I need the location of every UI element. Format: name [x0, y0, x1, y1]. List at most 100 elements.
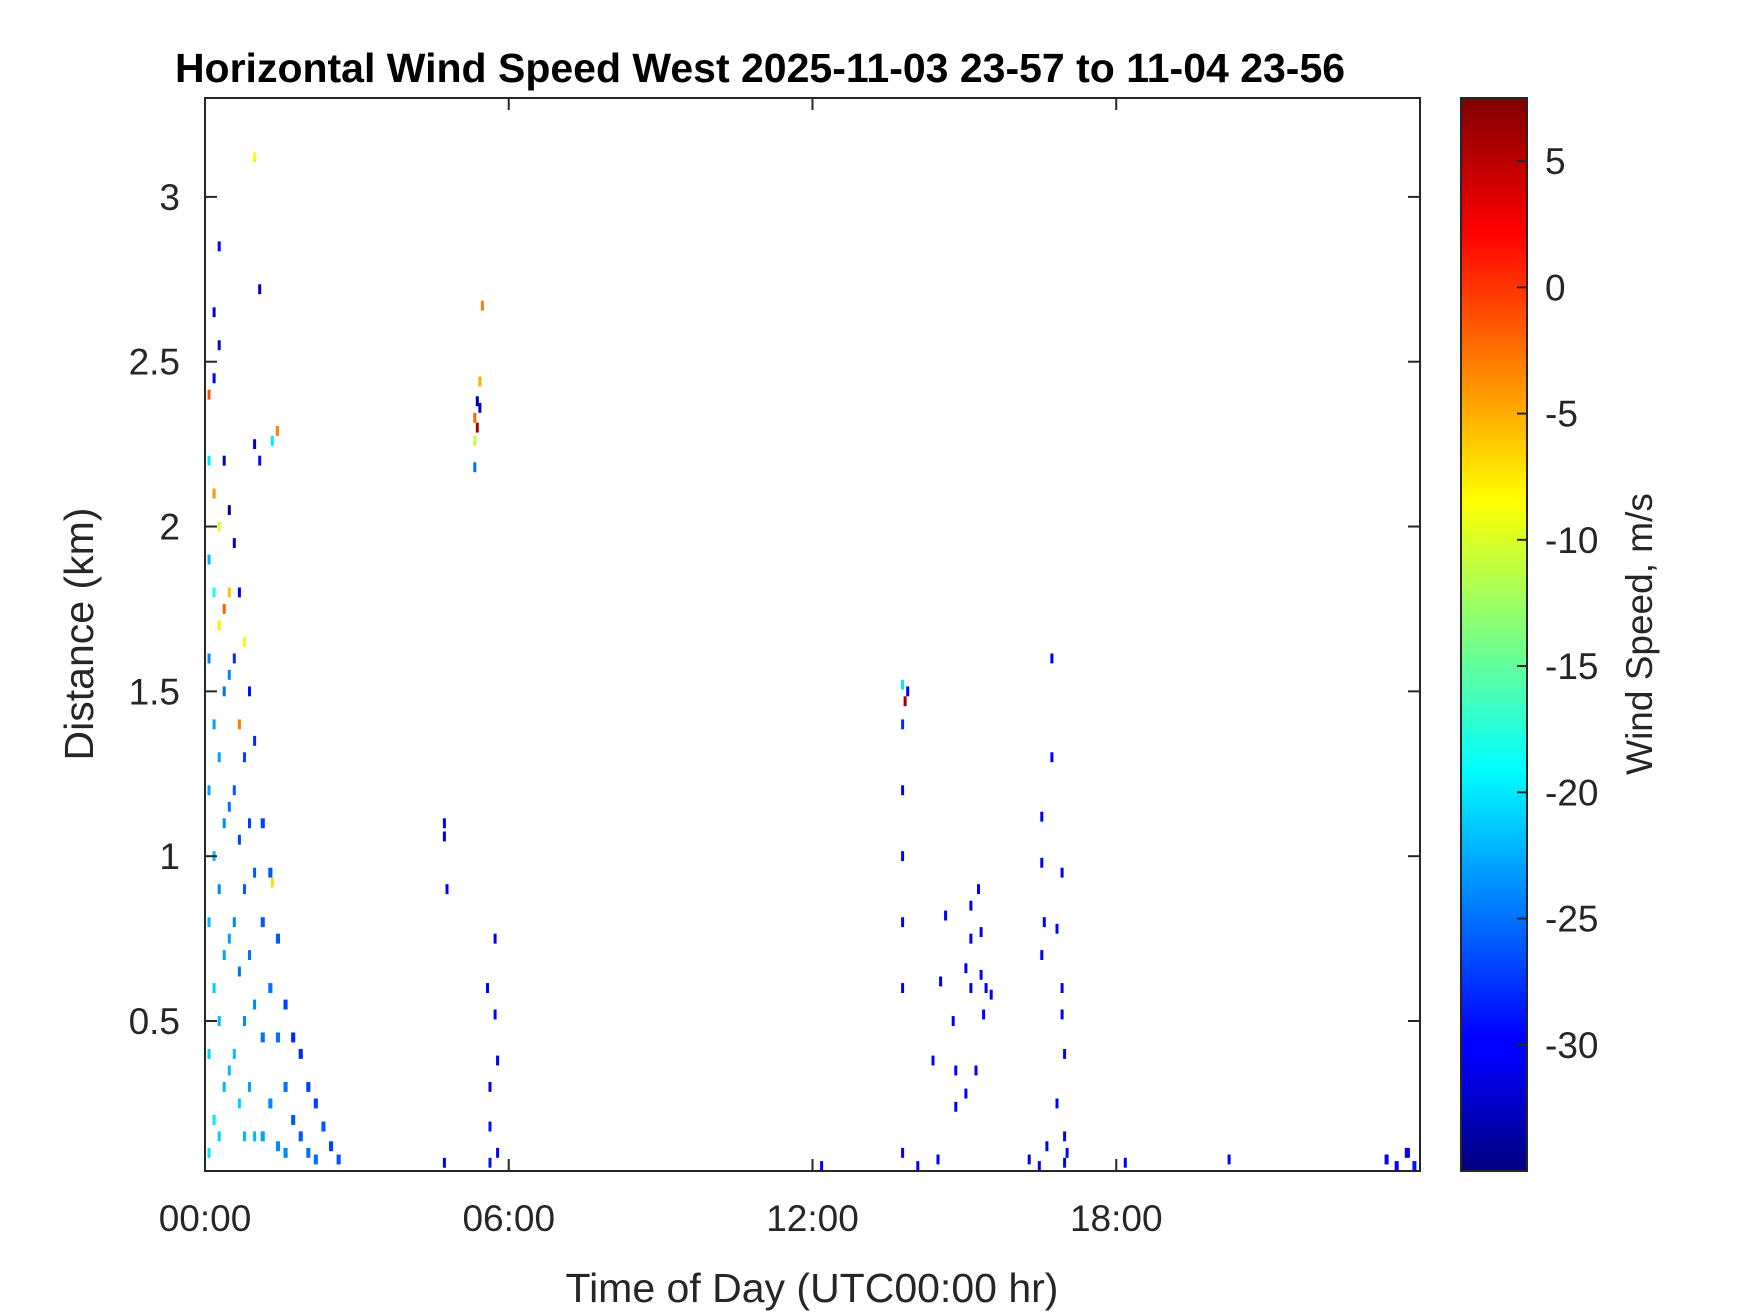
- heatmap-cell: [974, 1065, 978, 1076]
- heatmap-cell: [207, 1049, 211, 1059]
- heatmap-cell: [232, 917, 236, 928]
- heatmap-cell: [329, 1141, 334, 1152]
- heatmap-cell: [480, 300, 484, 311]
- colorbar-ticks: 5 0 -5 -10 -15 -20 -25 -30: [1517, 141, 1598, 1066]
- heatmap-cell: [222, 950, 226, 960]
- heatmap-cell: [268, 983, 273, 993]
- heatmap-cell: [1060, 867, 1064, 878]
- heatmap-cell: [989, 989, 993, 1000]
- heatmap-cell: [217, 241, 221, 252]
- heatmap-cell: [984, 983, 988, 993]
- heatmap-cell: [969, 933, 973, 944]
- heatmap-cell: [321, 1121, 326, 1132]
- heatmap-cell: [232, 785, 236, 796]
- heatmap-cell: [253, 152, 257, 163]
- heatmap-cell: [969, 983, 973, 993]
- colorbar: 5 0 -5 -10 -15 -20 -25 -30: [1460, 97, 1598, 1172]
- heatmap-cell: [237, 966, 241, 977]
- heatmap-cell: [473, 435, 477, 446]
- heatmap-cell: [901, 917, 905, 928]
- heatmap-cell: [222, 1082, 226, 1092]
- heatmap-cell: [237, 719, 241, 730]
- colorbar-label: Wind Speed, m/s: [1619, 493, 1660, 775]
- heatmap-cell: [217, 1016, 221, 1026]
- y-tick-label: 3: [159, 177, 180, 218]
- heatmap-cell: [475, 396, 479, 407]
- y-axis-ticks: 0.5 1 1.5 2 2.5 3: [129, 177, 1420, 1042]
- heatmap-cell: [313, 1154, 318, 1165]
- x-tick-label: 12:00: [766, 1198, 859, 1239]
- heatmap-cell: [1065, 1147, 1069, 1158]
- heatmap-cell: [258, 455, 262, 466]
- heatmap-cell: [243, 752, 246, 763]
- heatmap-cell: [283, 1147, 288, 1158]
- x-tick-label: 06:00: [462, 1198, 555, 1239]
- heatmap-cell: [232, 1049, 236, 1059]
- heatmap-cell: [268, 867, 273, 878]
- heatmap-cell: [1045, 1141, 1049, 1152]
- heatmap-cell: [496, 1055, 500, 1066]
- y-axis-label: Distance (km): [56, 508, 102, 761]
- heatmap-cell: [442, 818, 446, 829]
- heatmap-cell: [931, 1055, 935, 1066]
- heatmap-cell: [227, 933, 231, 944]
- heatmap-cell: [473, 412, 477, 423]
- heatmap-cell: [901, 785, 905, 796]
- heatmap-cell: [901, 719, 905, 730]
- heatmap-cell: [486, 983, 489, 993]
- heatmap-cell: [268, 1098, 273, 1109]
- heatmap-cell: [291, 1115, 296, 1125]
- heatmap-cell: [227, 587, 231, 598]
- colorbar-tick-label: 0: [1545, 267, 1566, 308]
- heatmap-cell: [253, 999, 257, 1010]
- colorbar-frame: [1460, 97, 1528, 1172]
- heatmap-cell: [237, 587, 241, 598]
- heatmap-cell: [243, 1131, 246, 1142]
- x-axis-label: Time of Day (UTC00:00 hr): [566, 1265, 1059, 1311]
- heatmap-cell: [243, 884, 246, 895]
- heatmap-cell: [227, 669, 231, 680]
- heatmap-cell: [488, 1121, 492, 1132]
- heatmap-cells: [207, 152, 1417, 1171]
- heatmap-cell: [232, 653, 236, 664]
- heatmap-cell: [227, 801, 231, 812]
- heatmap-cell: [212, 307, 216, 318]
- heatmap-cell: [442, 1157, 446, 1168]
- heatmap-cell: [212, 488, 216, 499]
- heatmap-cell: [222, 604, 226, 614]
- x-tick-label: 18:00: [1070, 1198, 1163, 1239]
- heatmap-cell: [298, 1131, 303, 1142]
- heatmap-cell: [248, 686, 251, 697]
- heatmap-cell: [939, 976, 943, 987]
- heatmap-cell: [207, 653, 211, 664]
- heatmap-cell: [237, 1098, 241, 1109]
- heatmap-cell: [979, 927, 983, 937]
- heatmap-cell: [1227, 1154, 1231, 1165]
- heatmap-cell: [248, 950, 251, 960]
- heatmap-cell: [270, 877, 274, 888]
- heatmap-cell: [237, 834, 241, 845]
- heatmap-cell: [964, 1088, 968, 1099]
- heatmap-cell: [227, 505, 231, 515]
- heatmap-cell: [493, 933, 497, 944]
- heatmap-cell: [260, 1131, 265, 1142]
- heatmap-cell: [906, 686, 910, 697]
- heatmap-cell: [901, 679, 905, 690]
- heatmap-cell: [982, 1009, 986, 1020]
- heatmap-cell: [1055, 923, 1059, 934]
- heatmap-cell: [1123, 1157, 1127, 1168]
- heatmap-cell: [248, 818, 251, 829]
- heatmap-cell: [217, 1131, 221, 1142]
- heatmap-cell: [478, 402, 482, 413]
- heatmap-cell: [283, 1082, 288, 1092]
- heatmap-cell: [951, 1016, 955, 1026]
- heatmap-cell: [207, 1147, 211, 1158]
- heatmap-cell: [270, 435, 274, 446]
- heatmap-cell: [306, 1082, 311, 1092]
- heatmap-cell: [212, 1115, 216, 1125]
- heatmap-cell: [207, 554, 211, 565]
- heatmap-cell: [445, 884, 449, 895]
- heatmap-cell: [903, 696, 907, 707]
- heatmap-cell: [253, 439, 257, 450]
